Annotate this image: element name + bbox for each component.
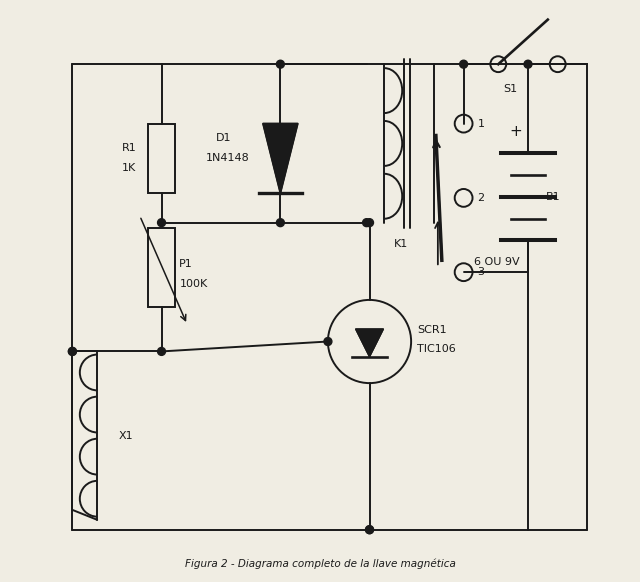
Text: TIC106: TIC106	[417, 345, 456, 354]
Text: X1: X1	[119, 431, 134, 441]
Text: B1: B1	[546, 192, 561, 202]
Text: 6 OU 9V: 6 OU 9V	[474, 257, 519, 267]
Text: 3: 3	[477, 267, 484, 277]
Text: SCR1: SCR1	[417, 325, 447, 335]
Text: 1N4148: 1N4148	[206, 153, 250, 164]
Text: R1: R1	[122, 143, 137, 154]
Circle shape	[276, 219, 284, 226]
Text: K1: K1	[394, 239, 408, 250]
Circle shape	[68, 347, 76, 356]
Circle shape	[157, 347, 166, 356]
Circle shape	[324, 338, 332, 346]
Circle shape	[460, 60, 468, 68]
Text: D1: D1	[216, 133, 232, 144]
Text: 2: 2	[477, 193, 484, 203]
Circle shape	[524, 60, 532, 68]
Circle shape	[157, 219, 166, 226]
Circle shape	[365, 219, 374, 226]
Text: S1: S1	[503, 84, 517, 94]
Circle shape	[365, 526, 374, 534]
Circle shape	[276, 60, 284, 68]
Text: 100K: 100K	[179, 279, 207, 289]
Circle shape	[68, 347, 76, 356]
Bar	[148, 123, 175, 193]
Polygon shape	[356, 329, 383, 357]
Bar	[148, 228, 175, 307]
Circle shape	[365, 526, 374, 534]
Polygon shape	[263, 123, 298, 193]
Text: 1: 1	[477, 119, 484, 129]
Text: +: +	[509, 124, 522, 139]
Text: P1: P1	[179, 259, 193, 269]
Text: 1K: 1K	[122, 163, 136, 173]
Text: Figura 2 - Diagrama completo de la llave magnética: Figura 2 - Diagrama completo de la llave…	[184, 559, 456, 569]
Circle shape	[363, 219, 371, 226]
